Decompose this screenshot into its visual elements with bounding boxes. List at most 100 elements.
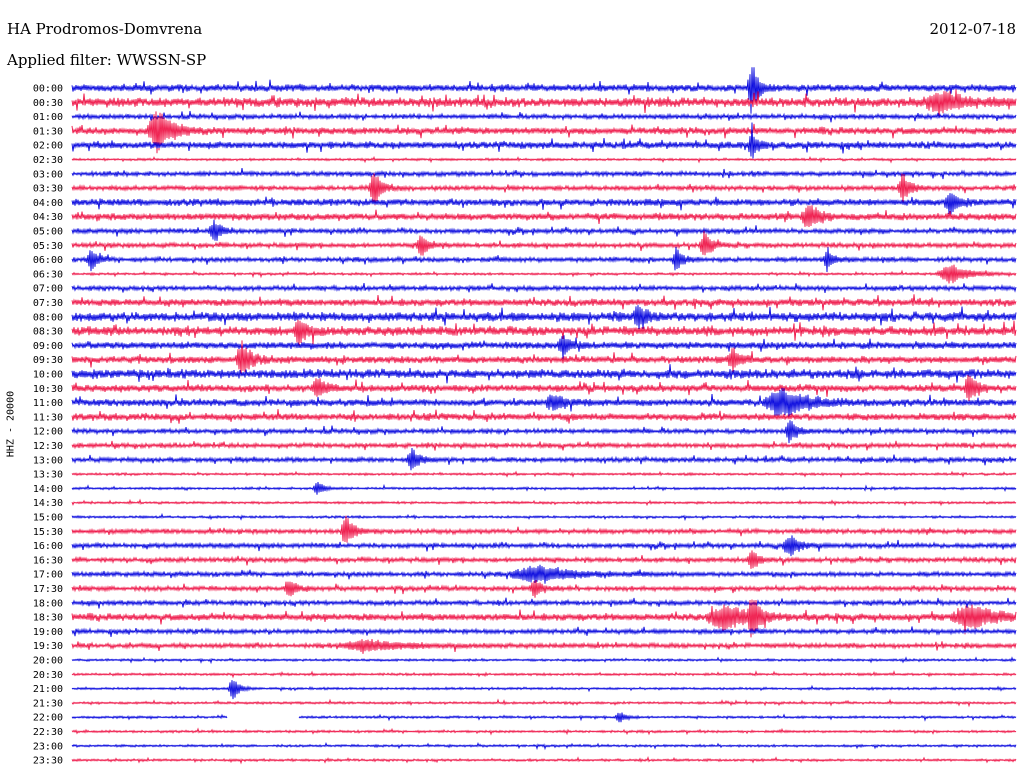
row-time-label: 06:00 [33,255,63,266]
row-time-label: 02:30 [33,155,63,166]
trace-row [71,409,1017,424]
trace-row [71,656,1017,665]
row-time-label: 02:00 [33,141,63,152]
row-time-label: 15:30 [33,527,63,538]
row-time-label: 14:30 [33,498,63,509]
row-time-label: 12:30 [33,441,63,452]
row-time-label: 15:00 [33,513,63,524]
row-time-label: 20:00 [33,656,63,667]
row-time-label: 00:00 [33,84,63,95]
trace-row [71,89,1017,117]
row-time-label: 09:00 [33,341,63,352]
row-time-label: 13:00 [33,455,63,466]
trace-row [71,579,1017,598]
row-time-label: 12:00 [33,427,63,438]
trace-row [71,599,1017,638]
row-time-label: 07:00 [33,284,63,295]
row-time-label: 00:30 [33,98,63,109]
row-time-label: 11:30 [33,412,63,423]
row-time-label: 21:00 [33,684,63,695]
trace-row [71,335,1017,360]
trace-row [71,193,1017,215]
trace-row [71,515,1017,543]
trace-row [71,420,1017,444]
row-time-label: 22:30 [33,727,63,738]
row-time-label: 08:00 [33,312,63,323]
row-time-label: 20:30 [33,670,63,681]
row-time-label: 04:30 [33,212,63,223]
trace-row [71,447,1017,471]
trace-row [71,173,1017,206]
trace-row [71,481,1017,495]
trace-row [71,698,1017,708]
trace-row [71,294,1017,311]
row-time-label: 01:00 [33,112,63,123]
trace-row [71,470,1017,479]
filter-label: Applied filter: WWSSN-SP [7,51,207,69]
trace-row [71,111,1017,154]
row-time-label: 23:30 [33,756,63,767]
row-time-label: 16:00 [33,541,63,552]
trace-row [71,535,1017,557]
row-time-label: 18:30 [33,613,63,624]
trace-row [71,340,1017,376]
row-time-label: 05:00 [33,227,63,238]
row-time-label: 13:30 [33,470,63,481]
trace-row [71,680,1017,700]
record-date: 2012-07-18 [929,20,1016,38]
trace-row [71,168,1017,180]
row-time-label: 03:30 [33,184,63,195]
trace-row [71,283,1017,293]
trace-row [71,440,1017,451]
trace-row [71,756,1017,765]
row-time-label: 01:30 [33,126,63,137]
trace-row [71,305,1017,330]
trace-row [71,230,1017,256]
row-time-label: 10:30 [33,384,63,395]
row-time-label: 06:30 [33,269,63,280]
trace-row [71,564,1017,584]
trace-row [71,122,1017,159]
trace-row [71,712,1017,723]
trace-row [71,639,1017,654]
trace-row [71,670,1017,679]
row-time-label: 07:30 [33,298,63,309]
trace-row [71,727,1017,736]
trace-row [71,264,1017,284]
trace-row [71,155,1017,164]
row-time-label: 09:30 [33,355,63,366]
row-time-label: 19:30 [33,641,63,652]
row-time-label: 08:30 [33,327,63,338]
trace-row [71,219,1017,241]
row-time-label: 19:00 [33,627,63,638]
trace-row [71,498,1017,507]
trace-row [71,110,1017,123]
row-time-label: 17:00 [33,570,63,581]
trace-row [71,597,1017,609]
trace-row [71,374,1017,402]
trace-row [71,387,1017,418]
trace-row [71,741,1017,751]
trace-row [71,67,1017,114]
trace-row [71,364,1017,384]
trace-row [71,246,1017,273]
row-time-label: 18:00 [33,598,63,609]
row-time-label: 10:00 [33,370,63,381]
trace-row [71,319,1017,346]
trace-row [71,512,1017,522]
trace-row [71,550,1017,569]
station-title: HA Prodromos-Domvrena [7,20,203,38]
trace-row [71,205,1017,228]
trace-row [71,626,1017,637]
row-time-label: 05:30 [33,241,63,252]
row-time-label: 23:00 [33,741,63,752]
row-time-label: 11:00 [33,398,63,409]
row-time-label: 14:00 [33,484,63,495]
row-time-label: 21:30 [33,698,63,709]
row-time-label: 22:00 [33,713,63,724]
row-time-label: 16:30 [33,555,63,566]
row-time-label: 03:00 [33,169,63,180]
row-time-label: 17:30 [33,584,63,595]
row-time-label: 04:00 [33,198,63,209]
